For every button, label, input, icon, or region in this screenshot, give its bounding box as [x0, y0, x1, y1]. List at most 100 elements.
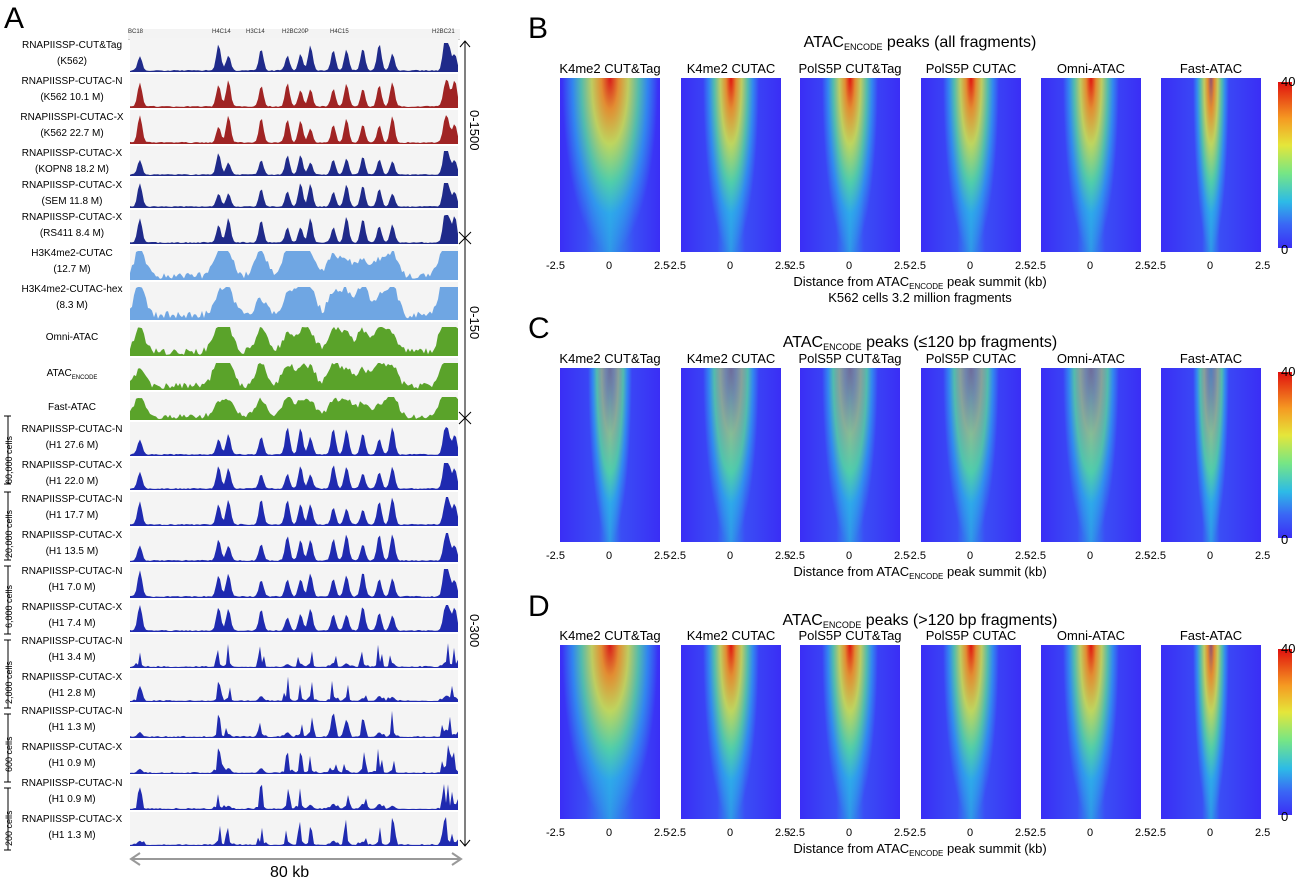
heatmap	[800, 368, 900, 542]
heatmap-tick-label: 2.5	[654, 260, 670, 272]
heatmap-tick-label: -2.5	[786, 827, 805, 839]
heatmap	[560, 645, 660, 819]
track-label: RNAPIISSP-CUT&Tag (K562)	[14, 38, 130, 70]
track-name-text: RNAPIISSP-CUTAC-N	[21, 494, 123, 505]
colorbar-min: 0	[1281, 532, 1289, 547]
scale-bot-label: 0-300	[467, 614, 482, 648]
track-detail: (H1 1.3 M)	[48, 722, 96, 733]
track-label: RNAPIISSP-CUTAC-N (K562 10.1 M)	[14, 74, 130, 106]
track-name-text: RNAPIISSP-CUTAC-N	[21, 76, 123, 87]
heatmap-column-label: K4me2 CUTAC	[686, 61, 776, 76]
track-signal	[130, 740, 458, 774]
cells-label: 600 cells	[4, 736, 14, 772]
xlabel-sub: ENCODE	[909, 572, 944, 581]
heatmap-tick-label: -2.5	[786, 550, 805, 562]
track-signal	[130, 282, 458, 320]
gene-label: H3C14	[246, 29, 265, 35]
track-name-text: H3K4me2-CUTAC-hex	[21, 284, 123, 295]
track-name: RNAPIISSP-CUTAC-X	[14, 178, 130, 194]
cells-label: 200 cells	[4, 810, 14, 846]
heatmap-tick-label: 0	[967, 260, 974, 272]
heatmap	[681, 368, 781, 542]
heatmap-tick-label: 2.5	[1255, 260, 1271, 272]
track-signal	[130, 246, 458, 280]
track-name: H3K4me2-CUTAC	[14, 246, 130, 262]
heatmap-column-label: K4me2 CUT&Tag	[559, 628, 661, 643]
heatmap-tick-label: 0	[1087, 827, 1094, 839]
heatmap-tick-label: 0	[846, 260, 853, 272]
track-name: RNAPIISSP-CUTAC-X	[14, 670, 130, 686]
colorbar	[1278, 372, 1292, 538]
heatmap-tick-label: 2.5	[775, 550, 791, 562]
heatmap-column-label: Fast-ATAC	[1179, 351, 1243, 366]
scale-brackets	[458, 40, 472, 847]
heatmap-title: ATACENCODE peaks (>120 bp fragments)	[560, 612, 1280, 630]
track-name: RNAPIISSP-CUTAC-X	[14, 812, 130, 828]
gene-label: H4C15	[330, 29, 349, 35]
xlabel-text: Distance from ATAC	[793, 274, 910, 289]
heatmap	[560, 78, 660, 252]
heatmap-tick-label: 0	[1087, 260, 1094, 272]
track-detail: (H1 2.8 M)	[48, 688, 96, 699]
heatmap	[681, 645, 781, 819]
gene-label: H4C14	[212, 29, 231, 35]
track-signal	[130, 458, 458, 490]
heatmap-tick-label: -2.5	[907, 550, 926, 562]
track-name: RNAPIISSP-CUTAC-N	[14, 564, 130, 580]
heatmap-tick-label: -2.5	[1147, 827, 1166, 839]
heatmap-tick-label: 2.5	[1015, 550, 1031, 562]
track-label: H3K4me2-CUTAC (12.7 M)	[14, 246, 130, 278]
heatmap-title: ATACENCODE peaks (≤120 bp fragments)	[560, 334, 1280, 352]
heatmap-column-label: Fast-ATAC	[1179, 628, 1243, 643]
track-label: RNAPIISSP-CUTAC-X (H1 22.0 M)	[14, 458, 130, 490]
heatmap-tick-label: 2.5	[775, 260, 791, 272]
heatmap-tick-label: 0	[606, 550, 613, 562]
heatmap	[1161, 645, 1261, 819]
track-label: RNAPIISSP-CUTAC-X (H1 1.3 M)	[14, 812, 130, 844]
track-name: RNAPIISSP-CUT&Tag	[14, 38, 130, 54]
heatmap-tick-label: -2.5	[1027, 260, 1046, 272]
track-signal	[130, 210, 458, 244]
heatmap-tick-label: 2.5	[1255, 827, 1271, 839]
gene-labels: BC18 H4C14 H3C14 H2BC20P H4C15 H2BC21	[128, 29, 458, 39]
x-axis-label: Distance from ATACENCODE peak summit (kb…	[560, 564, 1280, 581]
track-name-text: RNAPIISSP-CUTAC-X	[21, 460, 123, 471]
heatmap-tick-label: 2.5	[654, 827, 670, 839]
track-name: Omni-ATAC	[14, 330, 130, 346]
cells-label: 6,000 cells	[4, 584, 14, 628]
heatmap	[560, 368, 660, 542]
track-signal	[130, 38, 458, 72]
track-signal	[130, 110, 458, 144]
heatmap-tick-label: -2.5	[1027, 827, 1046, 839]
track-name: RNAPIISSP-CUTAC-X	[14, 210, 130, 226]
xlabel-sub: ENCODE	[909, 282, 944, 291]
scale-mid-label: 0-150	[467, 306, 482, 340]
heatmap-column-label: Fast-ATAC	[1179, 61, 1243, 76]
heatmap-tick-label: -2.5	[546, 550, 565, 562]
heatmap-column-label: Omni-ATAC	[1056, 628, 1126, 643]
xlabel-rest: peak summit (kb)	[943, 841, 1047, 856]
gene-label: BC18	[128, 29, 144, 35]
track-label: RNAPIISSP-CUTAC-N (H1 27.6 M)	[14, 422, 130, 454]
track-detail: (H1 1.3 M)	[48, 830, 96, 841]
track-signal	[130, 146, 458, 176]
title-text: ATAC	[803, 34, 844, 51]
heatmap	[1161, 78, 1261, 252]
title-sub: ENCODE	[843, 42, 883, 52]
heatmap-tick-label: 2.5	[894, 260, 910, 272]
track-label: RNAPIISSP-CUTAC-X (SEM 11.8 M)	[14, 178, 130, 210]
track-detail: (K562 10.1 M)	[40, 92, 104, 103]
heatmap	[681, 78, 781, 252]
heatmap-column-label: K4me2 CUT&Tag	[559, 351, 661, 366]
title-sub: ENCODE	[822, 620, 862, 630]
heatmap	[800, 78, 900, 252]
track-detail: (8.3 M)	[56, 300, 88, 311]
colorbar-max: 40	[1281, 641, 1296, 656]
heatmap-tick-label: 0	[606, 260, 613, 272]
heatmap-tick-label: -2.5	[1147, 550, 1166, 562]
track-signal	[130, 812, 458, 846]
gene-label: H2BC21	[432, 29, 455, 35]
track-signal	[130, 178, 458, 208]
title-rest: peaks (≤120 bp fragments)	[861, 334, 1058, 351]
panel-letter: B	[528, 12, 549, 45]
